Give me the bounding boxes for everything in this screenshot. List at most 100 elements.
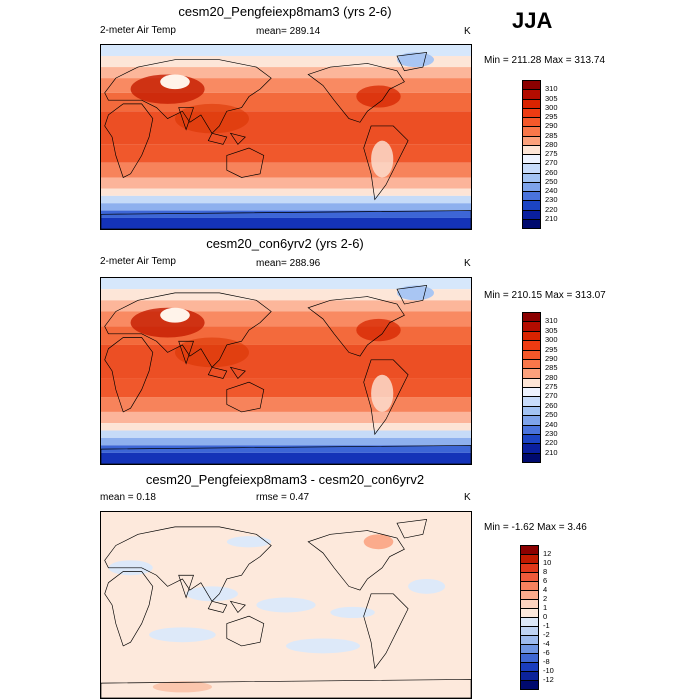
negative-anomaly: [408, 578, 446, 594]
temperature-band: [101, 217, 471, 229]
coastline: [178, 340, 194, 365]
coastline: [307, 530, 405, 591]
colorbar-tick-label: 300: [545, 102, 558, 112]
negative-anomaly: [226, 536, 272, 548]
plateau-region: [160, 307, 190, 323]
colorbar-tick-label: 230: [545, 428, 558, 438]
colorbar-swatch: [520, 635, 539, 645]
panel-2-map: [100, 277, 472, 465]
panel-2-variable-label: 2-meter Air Temp: [100, 256, 176, 267]
coastline: [229, 600, 246, 613]
coastline: [396, 285, 428, 305]
temperature-band: [101, 300, 471, 312]
colorbar-tick-label: 2: [543, 594, 548, 603]
colorbar-tick-label: 285: [545, 363, 558, 373]
colorbar-swatch: [522, 163, 541, 173]
coastline: [226, 615, 265, 647]
colorbar-tick-label: 280: [545, 139, 558, 149]
colorbar-tick-label: 220: [545, 204, 558, 214]
colorbar-swatch: [522, 89, 541, 99]
panel-2-mean-label: mean= 288.96: [256, 258, 321, 269]
coastline: [207, 366, 228, 379]
hot-region: [356, 85, 401, 108]
colorbar-tick-label: 300: [545, 335, 558, 345]
panel-3-title: cesm20_Pengfeiexp8mam3 - cesm20_con6yrv2: [145, 472, 425, 487]
colorbar-swatch: [520, 626, 539, 636]
panel-3-map: [100, 511, 472, 699]
colorbar-tick-label: 1: [543, 603, 548, 612]
colorbar-tick-label: 310: [545, 84, 558, 94]
warm-pool: [175, 103, 249, 134]
panel-1-unit-label: K: [464, 26, 471, 37]
coastline: [101, 210, 471, 229]
panel-2-minmax-label: Min = 210.15 Max = 313.07: [484, 290, 606, 301]
temperature-band: [101, 445, 471, 453]
panel-2-title: cesm20_con6yrv2 (yrs 2-6): [206, 236, 364, 251]
colorbar-swatch: [520, 653, 539, 663]
colorbar-swatch: [522, 405, 541, 416]
colorbar-swatch: [520, 563, 539, 573]
temperature-band: [101, 195, 471, 204]
colorbar-tick-label: -1: [543, 621, 550, 630]
cold-region: [397, 285, 434, 301]
temperature-band: [101, 210, 471, 218]
panel-2-unit-label: K: [464, 258, 471, 269]
colorbar-tick-label: 240: [545, 186, 558, 195]
colorbar-tick-label: 290: [545, 353, 558, 363]
temperature-band: [101, 188, 471, 196]
colorbar-tick-label: -10: [543, 666, 554, 675]
coastline: [104, 292, 272, 368]
colorbar-tick-label: 295: [545, 344, 558, 354]
colorbar-swatch: [522, 191, 541, 201]
colorbar-swatch: [520, 608, 539, 618]
colorbar-tick-label: 290: [545, 121, 558, 131]
colorbar-tick-label: 275: [545, 149, 558, 158]
temperature-band: [101, 344, 471, 379]
colorbar-swatch: [522, 377, 541, 388]
coastline: [307, 63, 405, 123]
coastline: [363, 125, 409, 201]
panel-1-colorbar: 310 305 300 295 290 285 280 275 270 260 250 240 230 2…: [522, 80, 582, 229]
colorbar-tick-label: 6: [543, 576, 548, 585]
coastline: [101, 445, 471, 464]
colorbar-tick-label: 285: [545, 130, 558, 140]
colorbar-swatch: [522, 321, 541, 332]
colorbar-tick-label: 210: [545, 213, 558, 223]
colorbar-swatch: [522, 452, 541, 463]
coastline: [363, 593, 409, 670]
colorbar-swatch: [520, 671, 539, 681]
colorbar-swatch: [520, 554, 539, 564]
coastline: [101, 679, 471, 698]
negative-anomaly: [286, 638, 360, 654]
temperature-band: [101, 411, 471, 424]
cool-region: [371, 140, 394, 178]
colorbar-swatch: [520, 680, 539, 690]
panel-1-variable-label: 2-meter Air Temp: [100, 25, 176, 36]
colorbar-swatch: [522, 349, 541, 360]
coastline: [229, 132, 246, 145]
colorbar-swatch: [522, 154, 541, 164]
colorbar-tick-label: 250: [545, 410, 558, 420]
colorbar-swatch: [522, 200, 541, 210]
cold-region: [397, 52, 434, 68]
colorbar-swatch: [522, 424, 541, 435]
colorbar-tick-label: 4: [543, 585, 548, 594]
temperature-band: [101, 111, 471, 145]
colorbar-tick-label: 10: [543, 558, 552, 567]
panel-1-mean-label: mean= 289.14: [256, 26, 321, 37]
temperature-band: [101, 378, 471, 398]
colorbar-tick-label: 210: [545, 447, 558, 457]
colorbar-swatch: [522, 433, 541, 444]
colorbar-swatch: [522, 415, 541, 425]
temperature-band: [101, 278, 471, 290]
colorbar-tick-label: 260: [545, 167, 558, 177]
season-label: JJA: [512, 8, 553, 33]
colorbar-tick-label: -6: [543, 648, 550, 657]
panel-3-minmax-label: Min = -1.62 Max = 3.46: [484, 522, 587, 533]
colorbar-tick-label: -4: [543, 639, 550, 648]
panel-3-unit-label: K: [464, 492, 471, 503]
positive-anomaly: [152, 681, 212, 693]
panel-3-mean-label: mean = 0.18: [100, 492, 156, 503]
panel-1-minmax-label: Min = 211.28 Max = 313.74: [484, 55, 606, 66]
warm-pool: [175, 337, 249, 368]
